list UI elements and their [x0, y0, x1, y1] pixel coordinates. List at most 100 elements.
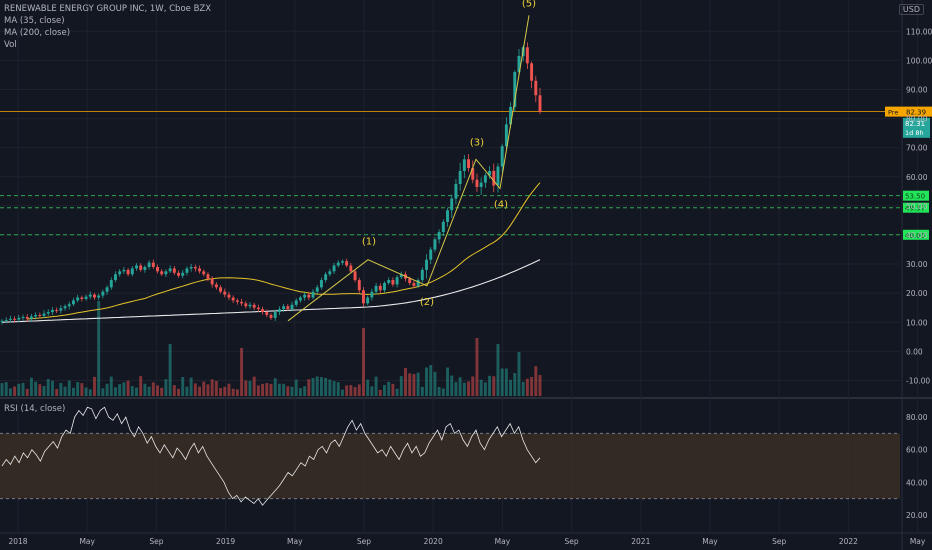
volume-bar	[256, 385, 260, 396]
candle	[130, 268, 134, 275]
y-tick-label: 0.00	[906, 347, 923, 356]
chart-legend: RENEWABLE ENERGY GROUP INC, 1W, Cboe BZX…	[4, 3, 211, 51]
x-tick-label: 2019	[216, 537, 235, 546]
y-tick-label: 20.00	[906, 289, 928, 298]
volume-bar	[59, 383, 63, 396]
candle	[244, 303, 248, 307]
candle	[143, 266, 147, 270]
volume-bar	[538, 375, 542, 396]
volume-bar	[4, 382, 8, 396]
volume-bar	[420, 386, 424, 396]
volume-bar	[362, 328, 365, 396]
candle	[378, 285, 382, 291]
candle	[198, 268, 202, 272]
legend-ma35[interactable]: MA (35, close)	[4, 16, 65, 26]
candle	[328, 271, 332, 275]
rsi-tick-label: 80.00	[906, 413, 928, 422]
candle	[0, 320, 4, 322]
candle	[168, 268, 172, 272]
candle	[303, 294, 307, 298]
level-label: 49.37	[905, 205, 925, 213]
volume-bar	[286, 386, 290, 396]
candle	[67, 304, 71, 307]
volume-bar	[67, 380, 71, 396]
candle	[311, 291, 315, 298]
candle	[25, 317, 29, 319]
volume-bar	[84, 387, 88, 396]
volume-bar	[261, 383, 265, 396]
volume-bar	[282, 383, 286, 396]
x-tick-label: 2018	[8, 537, 27, 546]
volume-bar	[126, 380, 130, 396]
y-tick-label: 90.00	[906, 85, 928, 94]
level-label-bg	[903, 229, 929, 240]
volume-bar	[193, 383, 197, 396]
candle	[235, 300, 239, 302]
candle	[286, 306, 290, 310]
volume-bar	[319, 377, 323, 396]
candle	[109, 280, 113, 288]
volume-bar	[387, 381, 391, 396]
candle	[164, 271, 168, 275]
volume-bar	[374, 376, 378, 396]
candle	[269, 314, 273, 318]
ma-200-path	[1, 259, 541, 323]
level-label: 53.50	[905, 193, 925, 201]
rsi-tick-label: 40.00	[906, 478, 928, 487]
candle	[122, 269, 126, 272]
candle	[277, 309, 281, 313]
x-tick-label: May	[495, 537, 511, 546]
candle	[223, 291, 227, 295]
candle	[383, 282, 386, 291]
volume-bar	[55, 388, 59, 396]
candle	[84, 296, 88, 299]
volume-bar	[471, 376, 475, 396]
candle	[525, 47, 529, 64]
candle	[17, 317, 21, 320]
candles	[0, 42, 542, 325]
volume-bars	[0, 301, 542, 396]
candle	[530, 63, 534, 81]
volume-bar	[328, 379, 332, 396]
wave-label: (5)	[522, 0, 536, 9]
candle	[420, 269, 424, 281]
volume-bar	[370, 386, 374, 396]
candle	[214, 284, 218, 288]
volume-bar	[185, 386, 189, 396]
candle	[492, 170, 496, 186]
candle	[261, 309, 265, 313]
volume-bar	[34, 381, 38, 396]
x-tick-label: Sep	[357, 537, 371, 546]
rsi-legend[interactable]: RSI (14, close)	[4, 404, 66, 414]
volume-bar	[534, 366, 538, 396]
volume-bar	[248, 380, 252, 396]
volume-bar	[336, 382, 340, 396]
y-tick-label: 110.00	[906, 27, 932, 36]
volume-bar	[118, 384, 122, 396]
candle	[46, 312, 50, 314]
volume-bar	[0, 383, 4, 396]
candle	[387, 280, 391, 283]
volume-bar	[105, 383, 109, 396]
volume-bar	[122, 382, 126, 396]
candle	[416, 280, 420, 286]
volume-bar	[429, 365, 433, 396]
currency-button[interactable]: USD	[898, 4, 924, 15]
legend-vol[interactable]: Vol	[4, 40, 17, 50]
x-tick-label: 2020	[424, 537, 443, 546]
candle	[462, 159, 466, 171]
candle	[319, 280, 323, 288]
candle	[374, 285, 378, 292]
volume-bar	[21, 382, 25, 396]
volume-bar	[450, 375, 454, 396]
volume-bar	[404, 367, 407, 396]
pre-market-tag: Pre	[888, 109, 898, 117]
volume-bar	[416, 372, 420, 396]
volume-bar	[496, 344, 500, 396]
candle	[307, 294, 311, 298]
candle	[425, 259, 428, 270]
legend-ma200[interactable]: MA (200, close)	[4, 28, 71, 38]
candle	[80, 297, 84, 299]
volume-bar	[513, 373, 517, 396]
